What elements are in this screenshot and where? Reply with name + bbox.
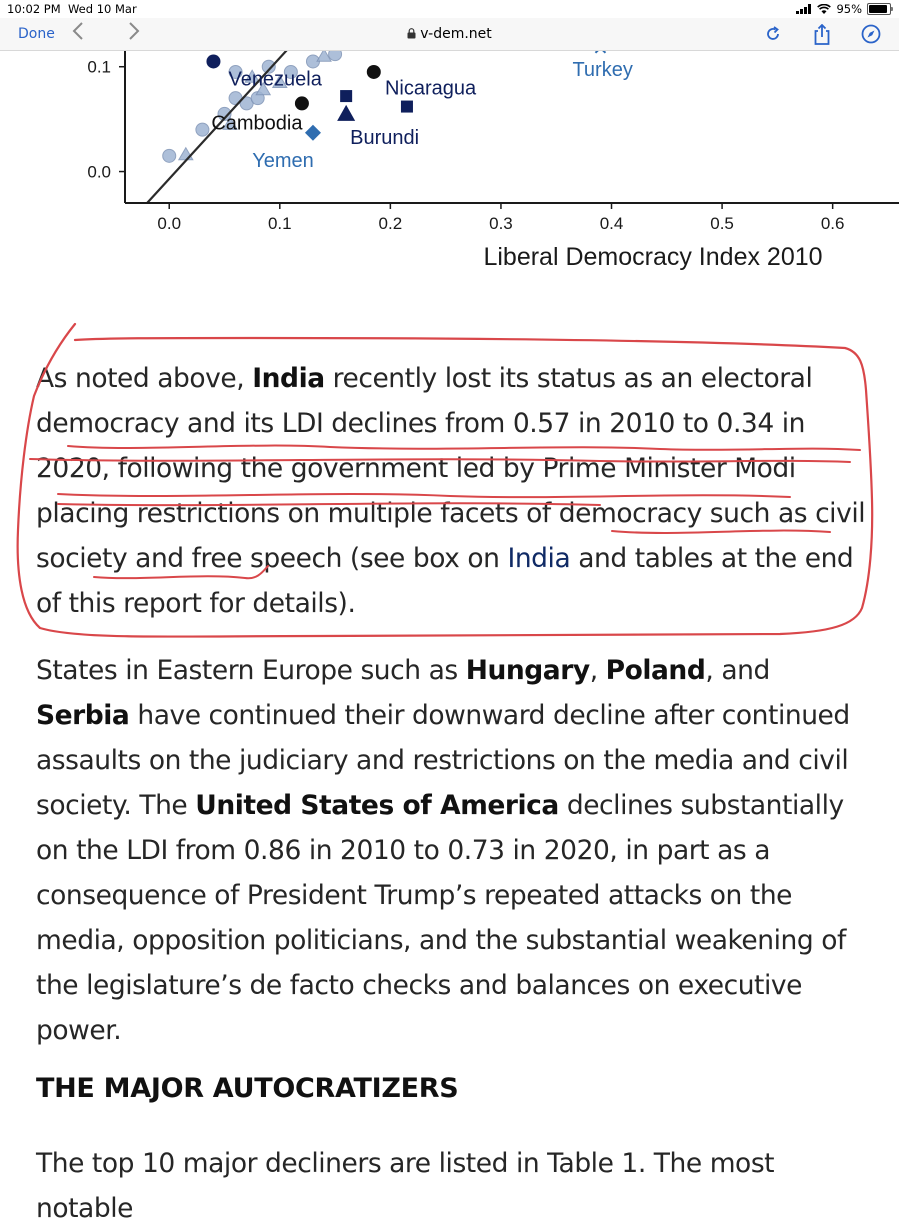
paragraph-eastern-europe: States in Eastern Europe such as Hungary…	[36, 655, 850, 1046]
bold-usa: United States of America	[195, 790, 559, 821]
label-cambodia: Cambodia	[211, 112, 303, 134]
forward-button[interactable]	[128, 21, 140, 46]
y-tick-label: 0.0	[87, 163, 111, 182]
x-tick-label: 0.6	[821, 214, 845, 233]
label-nicaragua: Nicaragua	[385, 78, 477, 100]
background-point	[283, 64, 298, 79]
background-point	[244, 69, 261, 83]
share-button[interactable]	[812, 23, 832, 45]
x-tick-label: 0.3	[489, 214, 513, 233]
bold-serbia: Serbia	[36, 700, 130, 731]
label-turkey: Turkey	[572, 59, 632, 81]
x-tick-label: 0.2	[379, 214, 403, 233]
paragraph-india: As noted above, India recently lost its …	[36, 363, 866, 619]
back-button[interactable]	[72, 21, 84, 46]
safari-button[interactable]	[861, 24, 881, 44]
bold-india: India	[252, 363, 325, 394]
share-icon	[814, 23, 830, 45]
browser-toolbar: Done v-dem.net	[0, 18, 899, 51]
compass-icon	[861, 24, 881, 44]
y-axis-ticks: 0.0 0.1	[87, 58, 125, 182]
point-burundi	[337, 104, 356, 121]
label-burundi: Burundi	[350, 127, 419, 149]
section-heading: THE MAJOR AUTOCRATIZERS	[36, 1073, 459, 1104]
x-tick-label: 0.4	[600, 214, 624, 233]
point-venezuela	[206, 54, 221, 69]
point-cambodia	[294, 96, 309, 111]
background-point	[217, 106, 232, 121]
label-venezuela: Venezuela	[228, 68, 322, 90]
background-point	[328, 51, 343, 62]
background-point	[261, 59, 276, 74]
x-tick-label: 0.0	[157, 214, 181, 233]
point-unlabeled-square	[340, 90, 353, 103]
wifi-icon	[817, 3, 832, 14]
reload-button[interactable]	[763, 24, 783, 44]
point-nicaragua	[400, 100, 413, 113]
background-point	[162, 148, 177, 163]
background-point	[255, 81, 272, 96]
background-point	[222, 116, 238, 130]
labeled-points: Venezuela Nicaragua Cambodia Burundi Yemen Tu…	[206, 51, 633, 172]
battery-percent: 95%	[836, 2, 862, 16]
background-point	[271, 74, 288, 88]
point-yemen	[304, 124, 321, 141]
cellular-signal-icon	[796, 4, 812, 14]
reference-line	[146, 51, 288, 204]
paragraph-top-decliners: The top 10 major decliners are listed in…	[36, 1148, 775, 1224]
chevron-left-icon	[72, 22, 83, 40]
x-tick-label: 0.1	[268, 214, 292, 233]
x-axis-label: Liberal Democracy Index 2010	[483, 243, 822, 271]
background-point	[316, 51, 332, 62]
bold-hungary: Hungary	[465, 655, 590, 686]
india-box-link[interactable]: India	[507, 543, 571, 574]
x-axis-ticks: 0.0 0.1 0.2 0.3 0.4 0.5 0.6	[157, 203, 844, 233]
point-unlabeled-dark	[366, 64, 381, 79]
battery-icon	[867, 3, 893, 15]
bold-poland: Poland	[605, 655, 706, 686]
lock-icon	[407, 28, 416, 39]
status-time: 10:02 PM Wed 10 Mar	[7, 2, 137, 16]
address-bar[interactable]: v-dem.net	[0, 26, 899, 42]
y-tick-label: 0.1	[87, 58, 111, 77]
background-points	[162, 51, 343, 163]
chevron-right-icon	[129, 22, 140, 40]
label-yemen: Yemen	[252, 150, 314, 172]
ldi-scatter-chart: Venezuela Nicaragua Cambodia Burundi Yemen Tu…	[87, 51, 899, 271]
reload-icon	[767, 26, 779, 40]
done-button[interactable]: Done	[18, 26, 55, 42]
background-point	[228, 64, 243, 79]
background-point	[195, 122, 210, 137]
x-tick-label: 0.5	[710, 214, 734, 233]
address-text: v-dem.net	[420, 26, 492, 42]
status-right: 95%	[796, 2, 893, 16]
status-bar: 10:02 PM Wed 10 Mar 95%	[0, 0, 899, 18]
point-turkey	[594, 51, 607, 54]
